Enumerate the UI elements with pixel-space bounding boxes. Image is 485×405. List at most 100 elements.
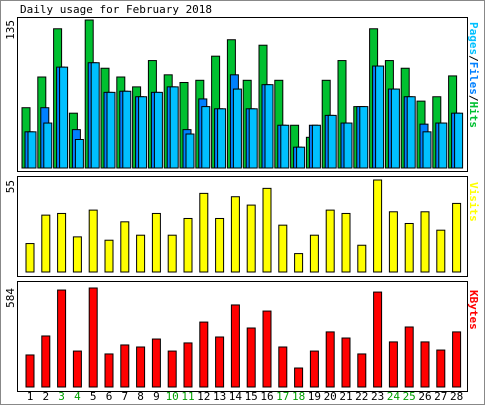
bar	[72, 236, 82, 273]
x-tick-label: 19	[308, 390, 321, 403]
bar	[151, 212, 161, 273]
bar	[136, 234, 146, 273]
bar	[183, 217, 193, 273]
bar	[373, 291, 383, 388]
x-tick-label: 2	[42, 390, 49, 403]
bar	[422, 131, 432, 169]
bar	[104, 239, 114, 273]
bar	[59, 66, 69, 169]
y-tick-label: 55	[4, 180, 17, 193]
x-tick-label: 15	[245, 390, 258, 403]
bar	[388, 211, 398, 273]
bar	[72, 350, 82, 388]
bar	[296, 146, 306, 169]
bar	[311, 124, 321, 169]
bar	[217, 108, 227, 169]
bar	[215, 336, 225, 388]
bar	[388, 341, 398, 388]
bar	[199, 321, 209, 388]
x-tick-label: 21	[339, 390, 352, 403]
bar	[57, 212, 67, 273]
bar	[153, 91, 163, 169]
x-tick-label: 27	[434, 390, 447, 403]
x-tick-label: 13	[213, 390, 226, 403]
legend-entry: Pages	[467, 22, 480, 55]
bar	[136, 346, 146, 388]
x-tick-label: 23	[371, 390, 384, 403]
x-tick-label: 1	[27, 390, 34, 403]
y-tick-label: 584	[4, 288, 17, 308]
bar	[232, 88, 242, 169]
x-tick-label: 7	[121, 390, 128, 403]
bar	[246, 204, 256, 273]
bar	[230, 304, 240, 388]
bar	[106, 91, 116, 169]
bar	[436, 229, 446, 273]
bar	[74, 138, 84, 169]
bar	[230, 196, 240, 273]
bar	[57, 289, 67, 388]
bar	[404, 222, 414, 273]
legend-separator: /	[467, 55, 480, 62]
bar	[278, 224, 288, 273]
bar	[201, 106, 211, 169]
bar	[169, 86, 179, 169]
bar	[341, 337, 351, 388]
legend-entry: KBytes	[467, 290, 480, 330]
panel	[17, 176, 468, 277]
x-tick-label: 20	[324, 390, 337, 403]
bar	[325, 331, 335, 388]
bar	[27, 131, 37, 169]
bar	[43, 122, 53, 169]
bar	[151, 338, 161, 388]
bar	[167, 234, 177, 273]
bar	[41, 214, 51, 273]
bar	[357, 353, 367, 388]
bar	[436, 349, 446, 388]
x-tick-label: 8	[137, 390, 144, 403]
bar	[438, 122, 448, 169]
bar	[327, 114, 337, 169]
bar	[122, 90, 132, 169]
bar	[120, 221, 130, 273]
legend: Pages/Files/Hits	[467, 22, 480, 128]
bar	[343, 122, 353, 169]
bar	[375, 65, 385, 169]
bar	[183, 342, 193, 388]
bar	[357, 244, 367, 273]
bar	[185, 133, 195, 169]
x-tick-label: 3	[58, 390, 65, 403]
bar	[420, 211, 430, 273]
bar	[264, 84, 274, 169]
bar	[373, 179, 383, 273]
bar	[25, 243, 35, 273]
bar	[25, 354, 35, 388]
bar	[262, 310, 272, 388]
x-tick-label: 25	[403, 390, 416, 403]
bar	[199, 192, 209, 273]
bar	[294, 367, 304, 388]
bar	[341, 212, 351, 273]
x-tick-label: 24	[387, 390, 401, 403]
bar	[390, 88, 400, 169]
legend: KBytes	[467, 290, 480, 330]
bar	[404, 326, 414, 388]
bar	[325, 209, 335, 273]
x-tick-label: 9	[153, 390, 160, 403]
bar	[138, 96, 148, 169]
bar	[278, 346, 288, 388]
bar	[246, 327, 256, 388]
x-tick-label: 16	[260, 390, 273, 403]
bar	[262, 187, 272, 273]
bar	[406, 96, 416, 169]
x-tick-label: 28	[450, 390, 463, 403]
x-tick-label: 26	[418, 390, 431, 403]
x-tick-label: 10	[166, 390, 179, 403]
bar	[452, 202, 462, 273]
chart-title: Daily usage for February 2018	[20, 3, 212, 16]
bar	[41, 335, 51, 388]
bar	[294, 253, 304, 273]
legend-separator: /	[467, 95, 480, 102]
x-tick-label: 5	[90, 390, 97, 403]
